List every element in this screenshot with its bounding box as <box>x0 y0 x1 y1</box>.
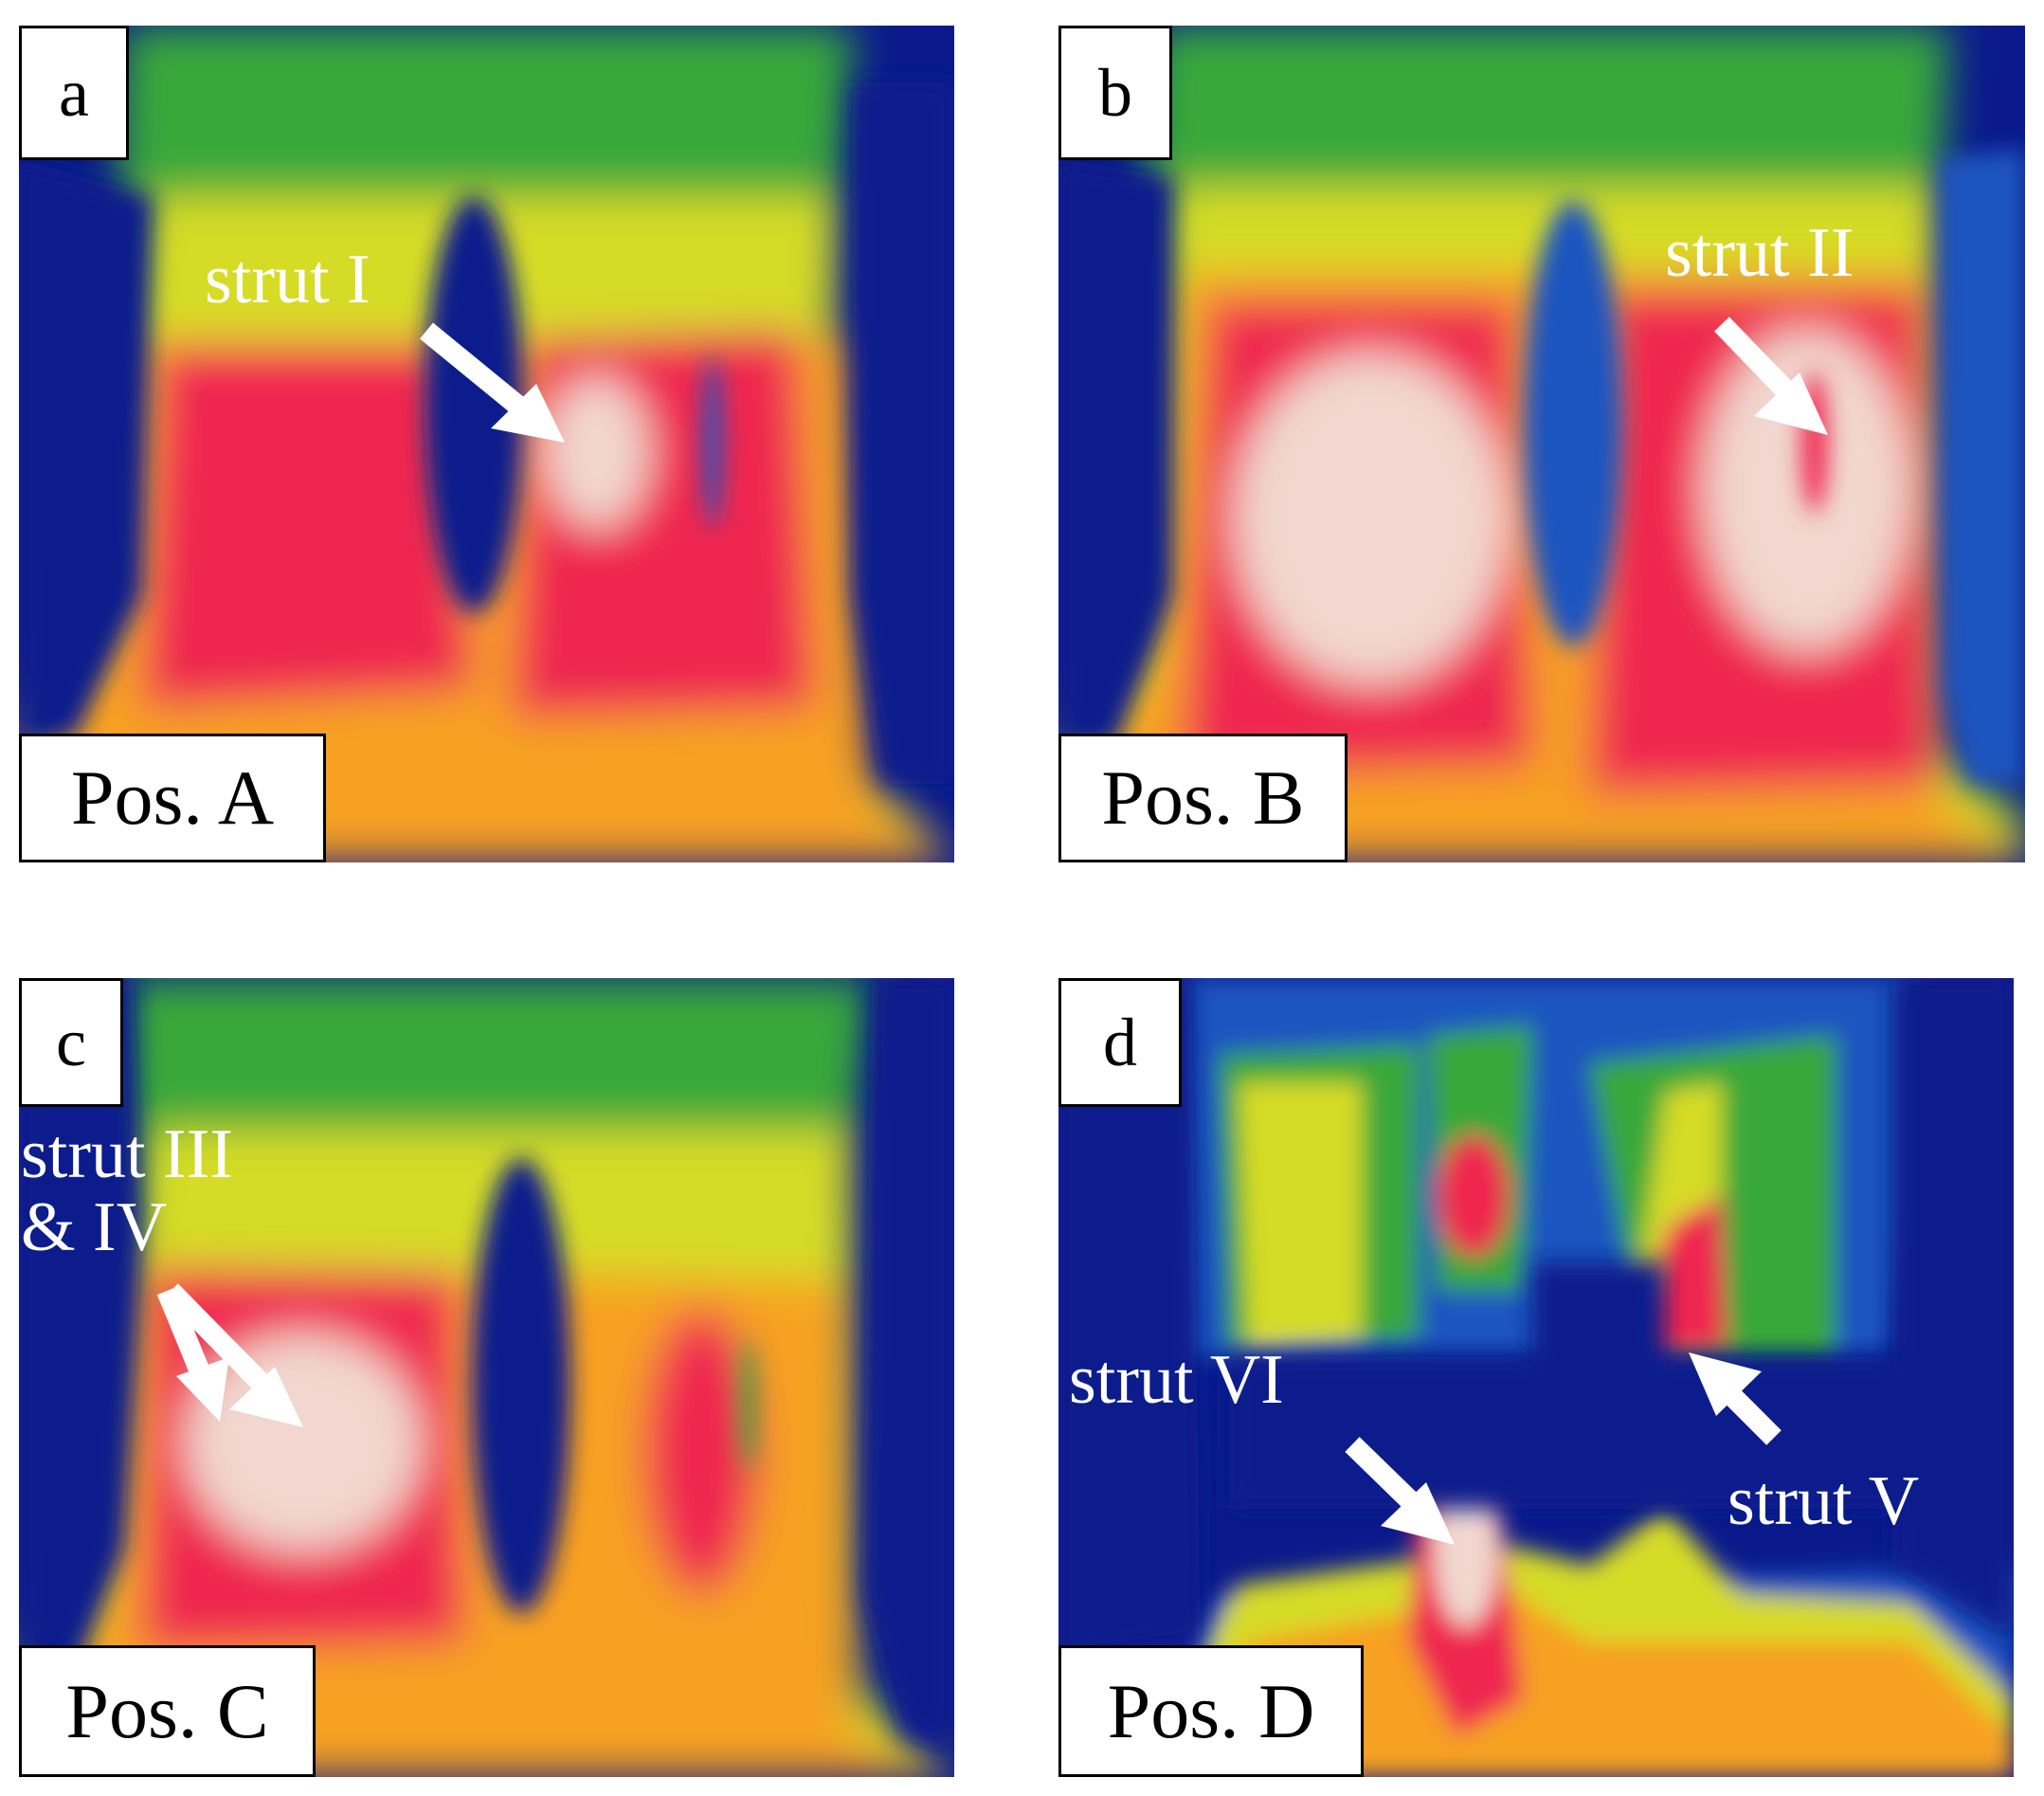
thermal-image-b: strut II b Pos. B <box>1058 26 2025 862</box>
arrows-strut-vi-v <box>1345 1352 1782 1545</box>
thermal-image-a: strut I a Pos. A <box>19 26 954 862</box>
strut-vi-label: strut VI <box>1069 1341 1284 1419</box>
arrow-strut-ii <box>1714 317 1828 435</box>
strut-iii-iv-label: strut III & IV <box>21 1118 233 1264</box>
thermal-map-b <box>1058 26 2025 862</box>
panel-label-a: a <box>19 26 129 160</box>
strut-ii-label: strut II <box>1665 214 1854 292</box>
thermal-map-a <box>19 26 954 862</box>
panel-label-d: d <box>1058 978 1182 1107</box>
strut-i-label: strut I <box>205 241 371 318</box>
thermal-image-c: strut III & IV c Pos. C <box>19 978 954 1777</box>
panel-label-c: c <box>19 978 123 1107</box>
strut-iii-line: strut III <box>21 1116 233 1193</box>
thermal-image-d: strut VI strut V d Pos. D <box>1058 978 2014 1777</box>
arrows-strut-iii-iv <box>156 1283 303 1427</box>
panel-label-b: b <box>1058 26 1172 160</box>
thermal-map-d <box>1058 978 2014 1777</box>
position-label-c: Pos. C <box>19 1645 316 1777</box>
arrow-strut-i <box>420 322 565 443</box>
thermal-map-c <box>19 978 954 1777</box>
position-label-b: Pos. B <box>1058 734 1348 862</box>
strut-v-label: strut V <box>1727 1462 1920 1540</box>
strut-iv-line: & IV <box>21 1188 168 1266</box>
position-label-d: Pos. D <box>1058 1645 1364 1777</box>
position-label-a: Pos. A <box>19 734 326 862</box>
